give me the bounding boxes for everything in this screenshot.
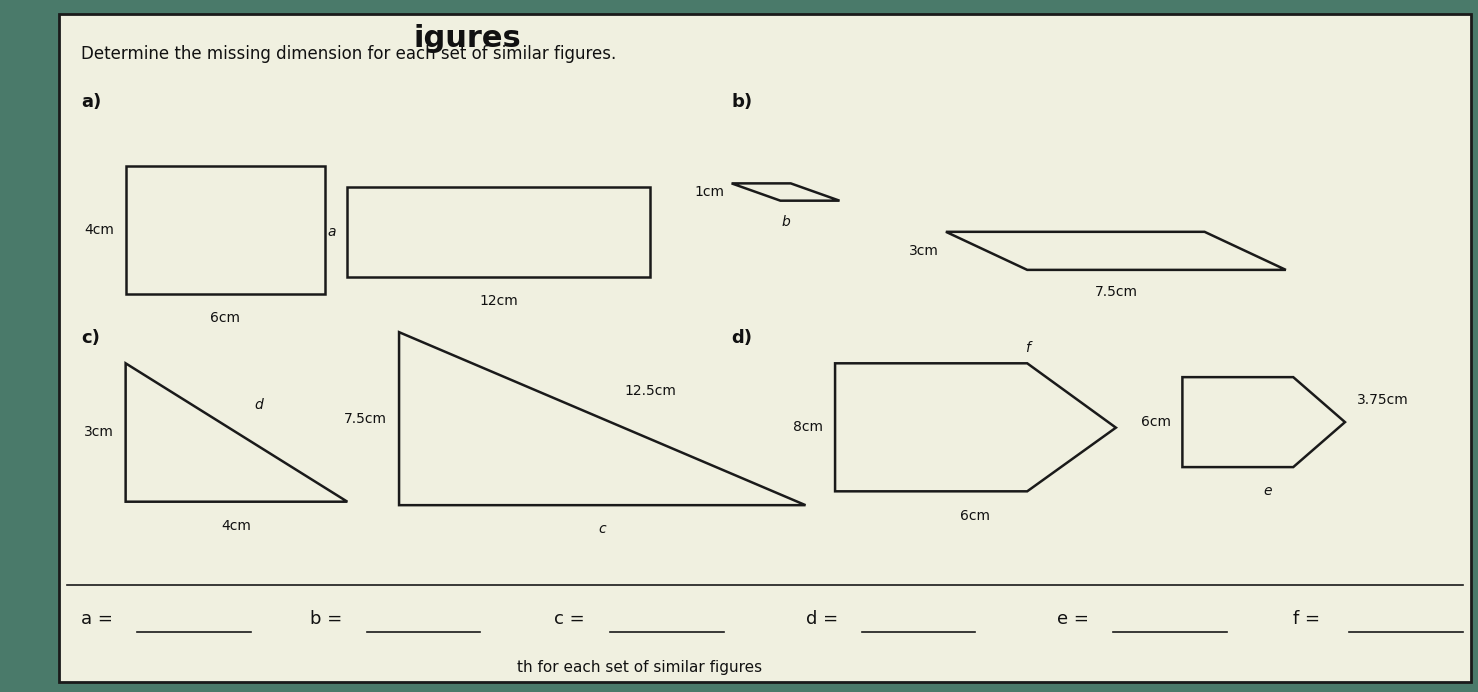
Text: a): a) — [81, 93, 102, 111]
Text: a: a — [327, 225, 336, 239]
Text: igures: igures — [414, 24, 522, 53]
Text: Determine the missing dimension for each set of similar figures.: Determine the missing dimension for each… — [81, 45, 616, 63]
Text: e: e — [1264, 484, 1271, 498]
Text: d): d) — [732, 329, 752, 347]
Text: 7.5cm: 7.5cm — [1094, 285, 1138, 299]
Text: 6cm: 6cm — [210, 311, 241, 325]
Text: f: f — [1024, 341, 1030, 355]
Text: 6cm: 6cm — [961, 509, 990, 522]
Text: 1cm: 1cm — [695, 185, 724, 199]
Text: f =: f = — [1293, 610, 1320, 628]
Text: 8cm: 8cm — [794, 420, 823, 435]
Text: b =: b = — [310, 610, 343, 628]
Text: b): b) — [732, 93, 752, 111]
Text: 12.5cm: 12.5cm — [624, 384, 677, 398]
FancyBboxPatch shape — [59, 14, 1471, 682]
Text: c =: c = — [554, 610, 585, 628]
Text: b: b — [782, 215, 789, 228]
Text: c: c — [599, 522, 606, 536]
Text: a =: a = — [81, 610, 114, 628]
Text: d =: d = — [806, 610, 838, 628]
Text: d: d — [254, 398, 263, 412]
Text: 3.75cm: 3.75cm — [1357, 392, 1409, 407]
Text: 3cm: 3cm — [909, 244, 939, 258]
Text: 12cm: 12cm — [479, 294, 519, 308]
Text: 6cm: 6cm — [1141, 415, 1171, 429]
Text: 4cm: 4cm — [84, 223, 114, 237]
Text: 4cm: 4cm — [222, 519, 251, 533]
Text: c): c) — [81, 329, 101, 347]
Text: e =: e = — [1057, 610, 1089, 628]
Text: 3cm: 3cm — [84, 426, 114, 439]
Text: 7.5cm: 7.5cm — [344, 412, 387, 426]
Text: th for each set of similar figures: th for each set of similar figures — [517, 659, 763, 675]
